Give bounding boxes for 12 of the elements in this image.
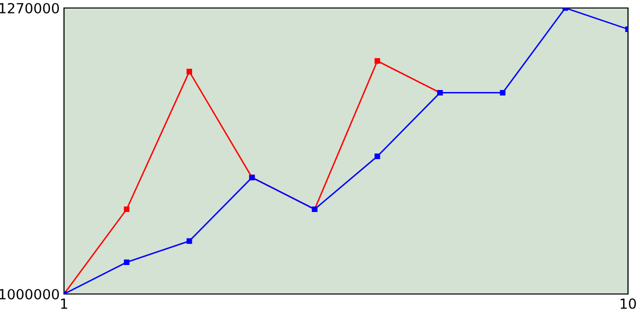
x-tick-label: 10 [620, 298, 636, 309]
point [124, 206, 130, 212]
y-tick-label: 1270000 [0, 2, 59, 14]
point [374, 154, 380, 160]
point [186, 68, 192, 74]
y-tick-label: 1000000 [0, 288, 59, 300]
point [500, 90, 506, 96]
line-series [64, 8, 628, 294]
x-tick-label: 1 [61, 298, 68, 309]
point [124, 259, 130, 265]
point [374, 58, 380, 64]
point [186, 238, 192, 244]
